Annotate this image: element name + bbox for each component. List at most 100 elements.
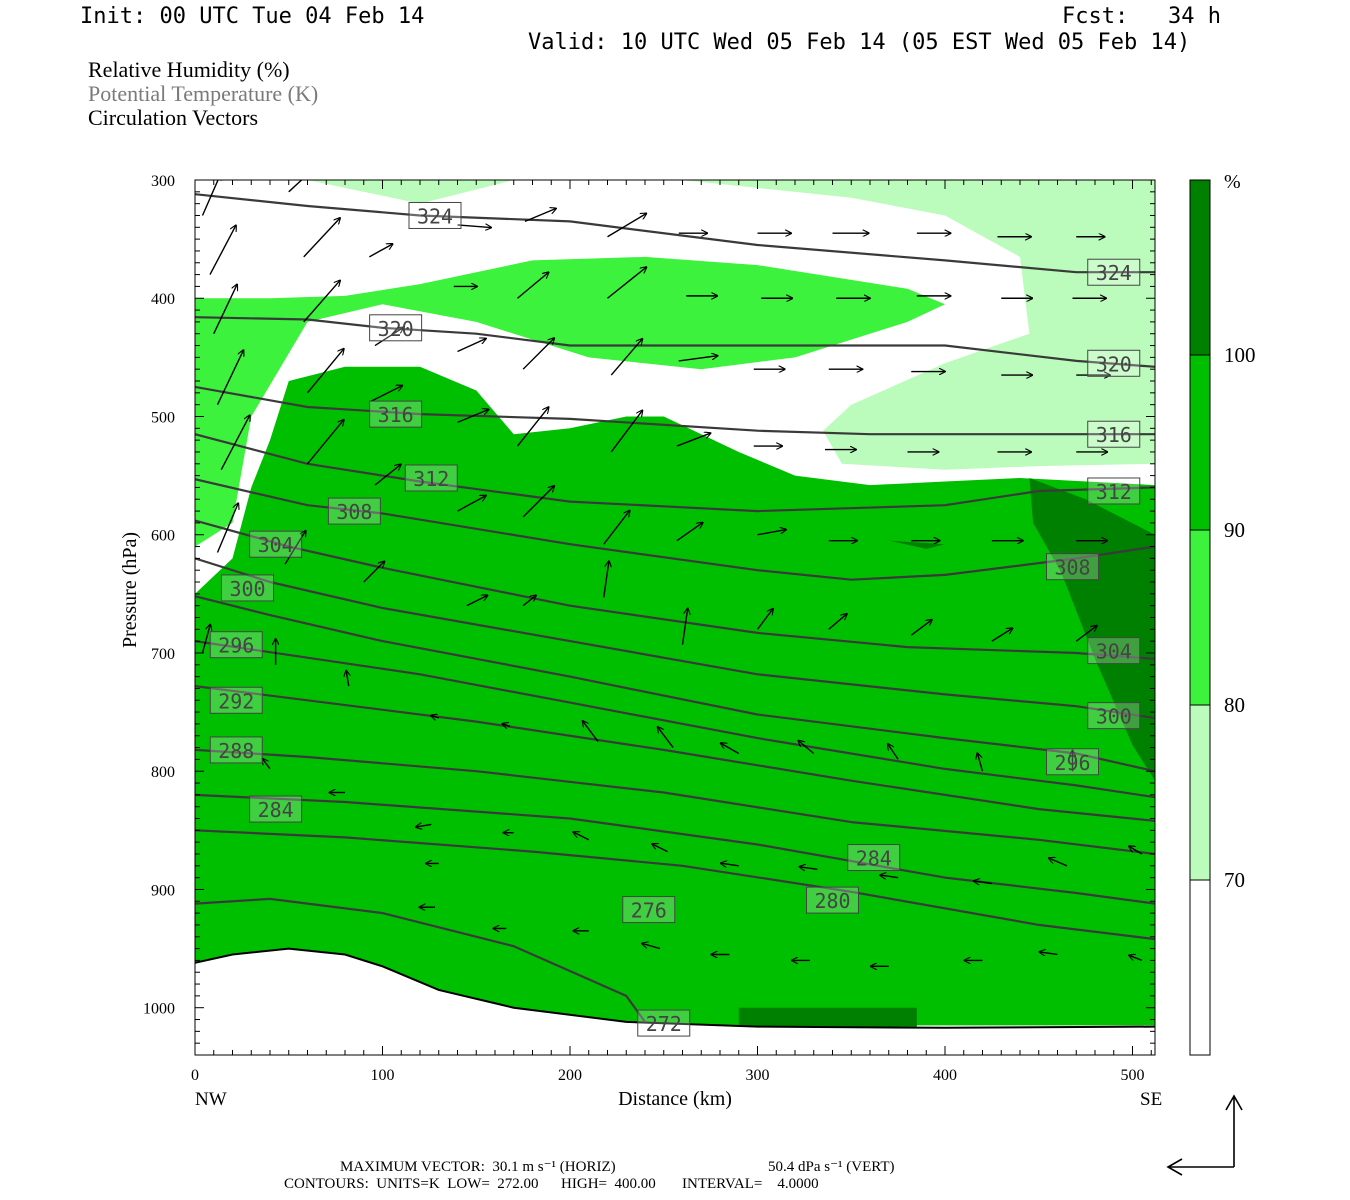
wind-vector — [201, 180, 221, 216]
contour-label-box — [1087, 702, 1141, 730]
colorbar-level-label: 90 — [1224, 518, 1245, 542]
theta-contour-296 — [195, 595, 1155, 773]
contour-label-304: 304 — [1087, 637, 1141, 665]
wind-vector — [363, 561, 385, 583]
wind-vector — [1129, 846, 1143, 855]
init-time: Init: 00 UTC Tue 04 Feb 14 — [80, 4, 425, 29]
contour-label-box — [1087, 477, 1141, 505]
y-tick-label: 700 — [151, 646, 175, 663]
wind-vector — [658, 727, 674, 748]
wind-vector — [1049, 858, 1068, 867]
theta-contour-324 — [195, 193, 1155, 274]
contour-label-300: 300 — [1087, 702, 1141, 730]
contour-label-312: 312 — [404, 464, 458, 492]
theta-contour-320 — [195, 316, 1155, 368]
reference-vector-icon — [1166, 1094, 1243, 1176]
contour-label-324: 324 — [408, 201, 462, 229]
wind-vector — [369, 244, 392, 258]
wind-vector — [370, 386, 402, 402]
contour-label-316: 316 — [1087, 420, 1141, 448]
wind-vector — [798, 740, 815, 755]
rh-region-80-90 — [195, 256, 945, 547]
contour-info: CONTOURS: UNITS=K LOW= 272.00 HIGH= 400.… — [284, 1176, 819, 1192]
contour-label-312: 312 — [1087, 477, 1141, 505]
wind-vector — [288, 180, 303, 193]
contour-label-box — [209, 686, 263, 714]
x-tick-label: 500 — [1121, 1067, 1145, 1084]
wind-vector — [457, 495, 487, 512]
contour-label-text: 272 — [646, 1012, 682, 1036]
wind-vector — [977, 753, 984, 772]
wind-vector — [607, 213, 647, 238]
contour-label-308: 308 — [327, 497, 381, 525]
wind-vector — [573, 832, 590, 841]
contour-label-box — [847, 844, 901, 872]
contour-label-layer: 324 324 320 320 316 316 312 312 308 308 304 304 300 3… — [209, 201, 1141, 1037]
contour-label-box — [1087, 420, 1141, 448]
max-vector-vert: 50.4 dPa s⁻¹ (VERT) — [768, 1159, 895, 1175]
contour-label-text: 308 — [336, 500, 372, 524]
colorbar-swatch — [1190, 530, 1210, 705]
wind-vector — [502, 724, 511, 727]
wind-vector — [721, 743, 740, 755]
wind-vector — [974, 881, 992, 884]
contour-label-316: 316 — [369, 400, 423, 428]
contour-label-text: 304 — [1096, 640, 1132, 664]
contour-label-box — [369, 400, 423, 428]
wind-vector — [1039, 952, 1058, 955]
contour-label-box — [637, 1009, 691, 1037]
wind-vector — [610, 410, 642, 453]
y-axis-title: Pressure (hPa) — [119, 532, 141, 648]
contour-label-box — [249, 530, 303, 558]
legend-relative-humidity: Relative Humidity (%) — [88, 57, 290, 82]
wind-vector — [522, 338, 554, 370]
wind-vector — [522, 486, 554, 518]
contour-label-text: 280 — [814, 889, 850, 913]
wind-vector — [524, 208, 556, 223]
contour-label-text: 320 — [378, 317, 414, 341]
contour-label-320: 320 — [1087, 349, 1141, 377]
colorbar-frame — [1189, 179, 1211, 1056]
contour-label-text: 300 — [229, 577, 265, 601]
contour-label-box — [1046, 748, 1099, 776]
contour-label-288: 288 — [209, 736, 263, 764]
colorbar-unit: % — [1224, 171, 1241, 193]
x-end-label-nw: NW — [195, 1089, 227, 1110]
contour-label-box — [1046, 553, 1099, 581]
contour-label-text: 296 — [218, 634, 254, 658]
colorbar-level-label: 70 — [1224, 868, 1245, 892]
y-tick-label: 400 — [151, 291, 175, 308]
wind-vector — [676, 433, 711, 447]
contour-label-text: 324 — [417, 204, 453, 228]
terrain-layer — [195, 947, 1155, 1055]
terrain-line — [195, 947, 1155, 1029]
contour-label-box — [622, 896, 676, 924]
x-tick-label: 400 — [933, 1067, 957, 1084]
contour-label-box — [408, 201, 462, 229]
wind-vector — [209, 225, 236, 275]
contour-label-text: 276 — [631, 899, 667, 923]
legend-potential-temperature: Potential Temperature (K) — [88, 81, 319, 106]
wind-vector — [1075, 626, 1097, 642]
contour-label-text: 284 — [258, 798, 294, 822]
theta-contour-272 — [195, 897, 646, 1023]
theta-contour-292 — [195, 640, 1155, 799]
colorbar-swatch — [1190, 880, 1210, 1055]
wind-vector — [607, 267, 647, 299]
contour-label-300: 300 — [221, 574, 274, 602]
contour-label-320: 320 — [369, 314, 423, 342]
wind-vector — [216, 503, 239, 553]
contour-label-text: 312 — [1096, 480, 1132, 504]
theta-contour-300 — [195, 557, 1155, 720]
contour-label-text: 296 — [1054, 751, 1090, 775]
axes: 300 400 500 600 700 800 900 1000 0 100 200 300 400 50… — [143, 173, 1155, 1084]
contour-label-box — [806, 886, 859, 914]
y-tick-label: 800 — [151, 764, 175, 781]
wind-vector — [681, 608, 688, 645]
contour-label-280: 280 — [806, 886, 859, 914]
contour-label-text: 320 — [1096, 352, 1132, 376]
contour-label-box — [221, 574, 274, 602]
contour-label-box — [1087, 637, 1141, 665]
wind-vector — [201, 624, 211, 654]
colorbar-level-label: 100 — [1224, 343, 1256, 367]
